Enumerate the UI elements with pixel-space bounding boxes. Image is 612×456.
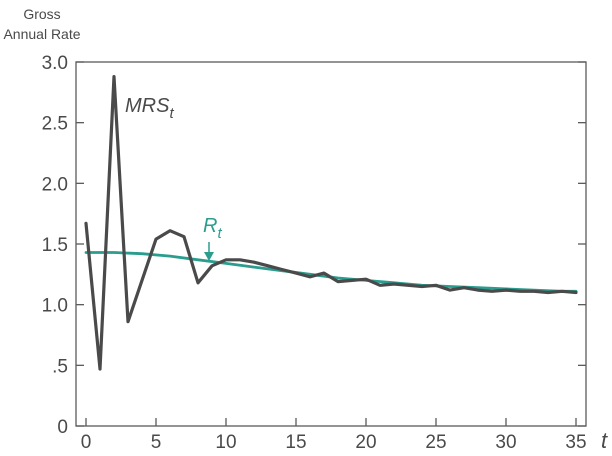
y-tick-label: 2.5 (42, 114, 68, 135)
series-label-r-arrow-head (204, 252, 214, 261)
x-tick-label: 30 (495, 432, 516, 451)
x-tick-label: 20 (355, 432, 376, 451)
x-tick-label: 0 (81, 432, 92, 451)
series-label-mrs-subscript: t (169, 105, 174, 122)
series-label-r-subscript: t (217, 225, 222, 242)
series-label-mrs: MRSt (125, 95, 174, 122)
x-tick-label: 10 (215, 432, 236, 451)
y-tick-label: 1.5 (42, 235, 68, 256)
y-axis-title-line: Annual Rate (3, 26, 80, 42)
axes-group (75, 61, 587, 427)
series-group (84, 74, 578, 371)
y-tick-label: 3.0 (42, 53, 68, 74)
x-tick-label: 25 (425, 432, 446, 451)
series-label-mrs-name: MRS (125, 95, 170, 117)
labels-group: 0 .5 1.0 1.5 2.0 2.5 3.0 0 5 10 15 20 25 30 35 Gross Ann… (3, 6, 608, 453)
x-tick-label: 15 (285, 432, 306, 451)
y-tick-label: 2.0 (42, 174, 68, 195)
y-tick-label: 0 (57, 417, 68, 438)
x-tick-label: 5 (151, 432, 162, 451)
x-axis-label: t (601, 428, 608, 451)
y-tick-label: 1.0 (42, 296, 68, 317)
y-tick-label: .5 (52, 356, 68, 377)
y-axis-title-line: Gross (23, 6, 60, 22)
series-label-r-name: R (203, 215, 217, 237)
series-line-r (84, 251, 578, 293)
x-tick-label: 35 (565, 432, 586, 451)
series-line-mrs (84, 74, 578, 371)
series-label-r: Rt (203, 215, 222, 242)
